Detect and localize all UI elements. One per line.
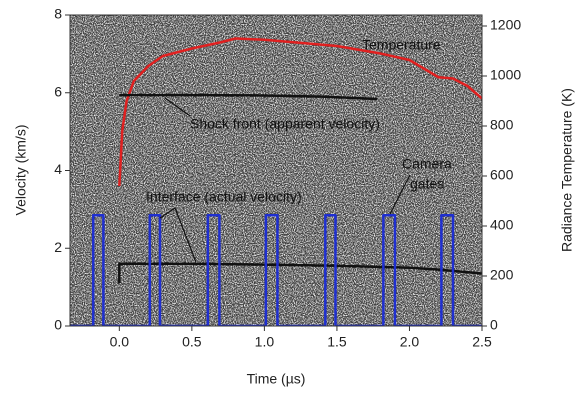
- x-tick-label: 1.0: [255, 334, 275, 350]
- x-tick-label: 0.5: [182, 334, 202, 350]
- x-tick-label: 0.0: [110, 334, 130, 350]
- y2-tick-label: 1200: [490, 17, 521, 33]
- annotation: Temperature: [362, 37, 441, 53]
- y-tick-label: 8: [54, 6, 62, 22]
- y-tick-label: 6: [54, 83, 62, 99]
- x-tick-label: 2.5: [472, 334, 492, 350]
- x-tick-label: 2.0: [400, 334, 420, 350]
- y2-tick-label: 600: [490, 167, 514, 183]
- y-axis-label: Velocity (km/s): [13, 124, 29, 215]
- annotation: gates: [410, 176, 444, 192]
- y2-tick-label: 1000: [490, 67, 521, 83]
- y2-tick-label: 400: [490, 217, 514, 233]
- x-axis-label: Time (µs): [247, 371, 306, 387]
- annotation: Shock front (apparent velocity): [190, 116, 380, 132]
- x-tick-label: 1.5: [327, 334, 347, 350]
- y2-tick-label: 800: [490, 117, 514, 133]
- chart: Time (µs) Velocity (km/s) Radiance Tempe…: [0, 0, 585, 398]
- y2-tick-label: 200: [490, 267, 514, 283]
- y-tick-label: 4: [54, 161, 62, 177]
- annotation: Camera: [402, 156, 452, 172]
- y-tick-label: 2: [54, 239, 62, 255]
- annotation: Interface (actual velocity): [146, 189, 302, 205]
- y2-tick-label: 0: [490, 317, 498, 333]
- y-tick-label: 0: [54, 317, 62, 333]
- y2-axis-label: Radiance Temperature (K): [559, 88, 575, 252]
